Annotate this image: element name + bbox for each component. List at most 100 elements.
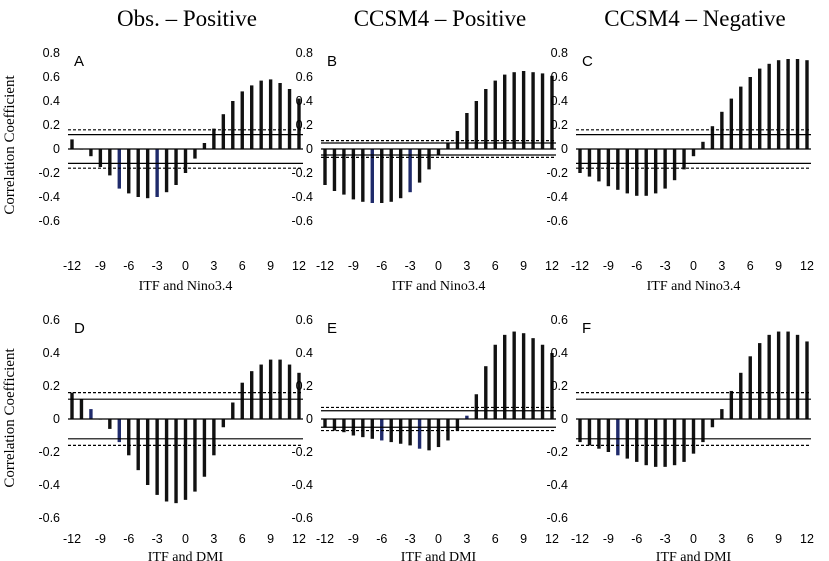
bar-lag--3	[408, 149, 412, 193]
bar-lag-9	[268, 359, 273, 419]
bar-lag--4	[145, 419, 150, 485]
x-tick-label: 12	[292, 532, 306, 546]
x-tick-label: -9	[603, 532, 614, 546]
bar-lag--10	[597, 419, 601, 449]
x-tick-label: -6	[376, 259, 387, 273]
x-tick-label: 9	[775, 259, 782, 273]
bar-lag--6	[380, 419, 384, 441]
x-tick-label: 9	[520, 259, 527, 273]
bar-lag--12	[323, 149, 327, 185]
bar-lag-11	[540, 73, 545, 149]
bar-lag-2	[202, 419, 207, 477]
bar-lag-9	[268, 79, 273, 149]
y-tick-label: 0.2	[551, 118, 568, 132]
x-tick-label: -9	[348, 532, 359, 546]
bar-lag-6	[493, 80, 497, 149]
bar-lag-5	[739, 86, 743, 149]
y-tick-label: -0.4	[291, 190, 313, 204]
bar-lag-8	[512, 72, 516, 149]
panel-c: -0.6 -0.4 -0.2 0 0.2 0.4 0.6 0.8 -12 -9 -6 -3 0 3 6 9 12…	[546, 46, 814, 294]
y-tick-label: 0.8	[43, 46, 60, 60]
bar-lag--8	[108, 419, 112, 429]
bar-lag--5	[644, 149, 648, 196]
bar-lag-8	[259, 80, 263, 149]
y-tick-label: -0.2	[546, 166, 568, 180]
x-tick-label: -3	[405, 259, 416, 273]
panel-letter: A	[74, 53, 84, 70]
bar-lag--7	[117, 419, 121, 443]
panel-e: -0.6 -0.4 -0.2 0 0.2 0.4 0.6 -12 -9 -6 -3 0 3 6 9 12 ITF…	[291, 313, 559, 561]
x-tick-label: 9	[520, 532, 527, 546]
x-tick-label: 12	[545, 532, 559, 546]
bar-lag--10	[342, 149, 346, 195]
bar-lag-2	[710, 126, 715, 149]
bar-lag-1	[193, 419, 197, 492]
y-tick-label: -0.6	[546, 511, 568, 525]
bar-lag-2	[202, 143, 207, 149]
bar-lag-4	[474, 101, 479, 149]
y-tick-label: 0.6	[296, 70, 313, 84]
y-tick-label: 0	[561, 412, 568, 426]
bar-lag--8	[616, 419, 620, 456]
bar-lag--10	[89, 409, 93, 419]
bar-lag--7	[370, 149, 374, 203]
x-tick-label: 0	[435, 259, 442, 273]
bar-lag-5	[231, 402, 235, 419]
bar-lag--9	[351, 149, 356, 200]
x-tick-label: 12	[800, 532, 814, 546]
y-tick-label: -0.6	[38, 214, 60, 228]
y-tick-label: 0.6	[296, 313, 313, 327]
column-title-ccsm4-positive: CCSM4 – Positive	[354, 6, 527, 31]
x-tick-label: 3	[210, 532, 217, 546]
panel-letter: B	[327, 53, 337, 70]
y-tick-label: 0.8	[296, 46, 313, 60]
x-tick-label: 9	[775, 532, 782, 546]
bar-lag-0	[183, 419, 188, 500]
y-tick-label: 0.2	[296, 118, 313, 132]
bar-lag--10	[342, 419, 346, 433]
bar-lag--9	[98, 149, 103, 167]
x-tick-label: 12	[292, 259, 306, 273]
x-tick-label: -9	[603, 259, 614, 273]
bar-lag--1	[174, 419, 178, 504]
bar-lag--1	[427, 419, 431, 451]
y-tick-label: 0.6	[551, 313, 568, 327]
bar-lag-4	[474, 394, 479, 419]
bar-lag-4	[729, 98, 734, 149]
bar-lag--2	[672, 149, 677, 181]
bar-lag-2	[455, 419, 460, 431]
bar-lag--8	[361, 419, 365, 438]
x-tick-label: 12	[800, 259, 814, 273]
y-tick-label: 0.2	[43, 118, 60, 132]
bar-lag-1	[701, 141, 705, 149]
column-title-ccsm4-negative: CCSM4 – Negative	[604, 6, 785, 31]
x-tick-label: -3	[660, 532, 671, 546]
bar-lag-5	[739, 372, 743, 419]
y-tick-label: -0.6	[38, 511, 60, 525]
bar-lag-12	[297, 98, 301, 149]
bar-lag-12	[550, 353, 554, 419]
x-tick-label: 0	[690, 532, 697, 546]
bar-lag-0	[691, 149, 696, 157]
x-axis-label: ITF and DMI	[656, 550, 732, 561]
y-tick-label: 0.2	[296, 379, 313, 393]
x-tick-label: 0	[182, 532, 189, 546]
y-tick-label: -0.6	[291, 214, 313, 228]
x-tick-label: -6	[631, 532, 642, 546]
x-tick-label: -3	[152, 532, 163, 546]
bar-lag--8	[361, 149, 365, 202]
bar-lag--4	[653, 149, 658, 194]
y-tick-label: -0.2	[291, 445, 313, 459]
y-tick-label: 0.4	[43, 94, 60, 108]
bar-lag--5	[644, 419, 648, 466]
x-tick-label: -12	[63, 259, 81, 273]
bar-lag-12	[805, 341, 809, 419]
bar-lag--3	[663, 149, 667, 189]
bar-lag--4	[145, 149, 150, 199]
bar-lag-2	[710, 419, 715, 428]
bar-lag-11	[287, 89, 292, 149]
x-tick-label: -12	[571, 532, 589, 546]
bar-lag--9	[606, 419, 611, 452]
x-tick-label: -9	[95, 259, 106, 273]
y-tick-label: 0.4	[296, 94, 313, 108]
